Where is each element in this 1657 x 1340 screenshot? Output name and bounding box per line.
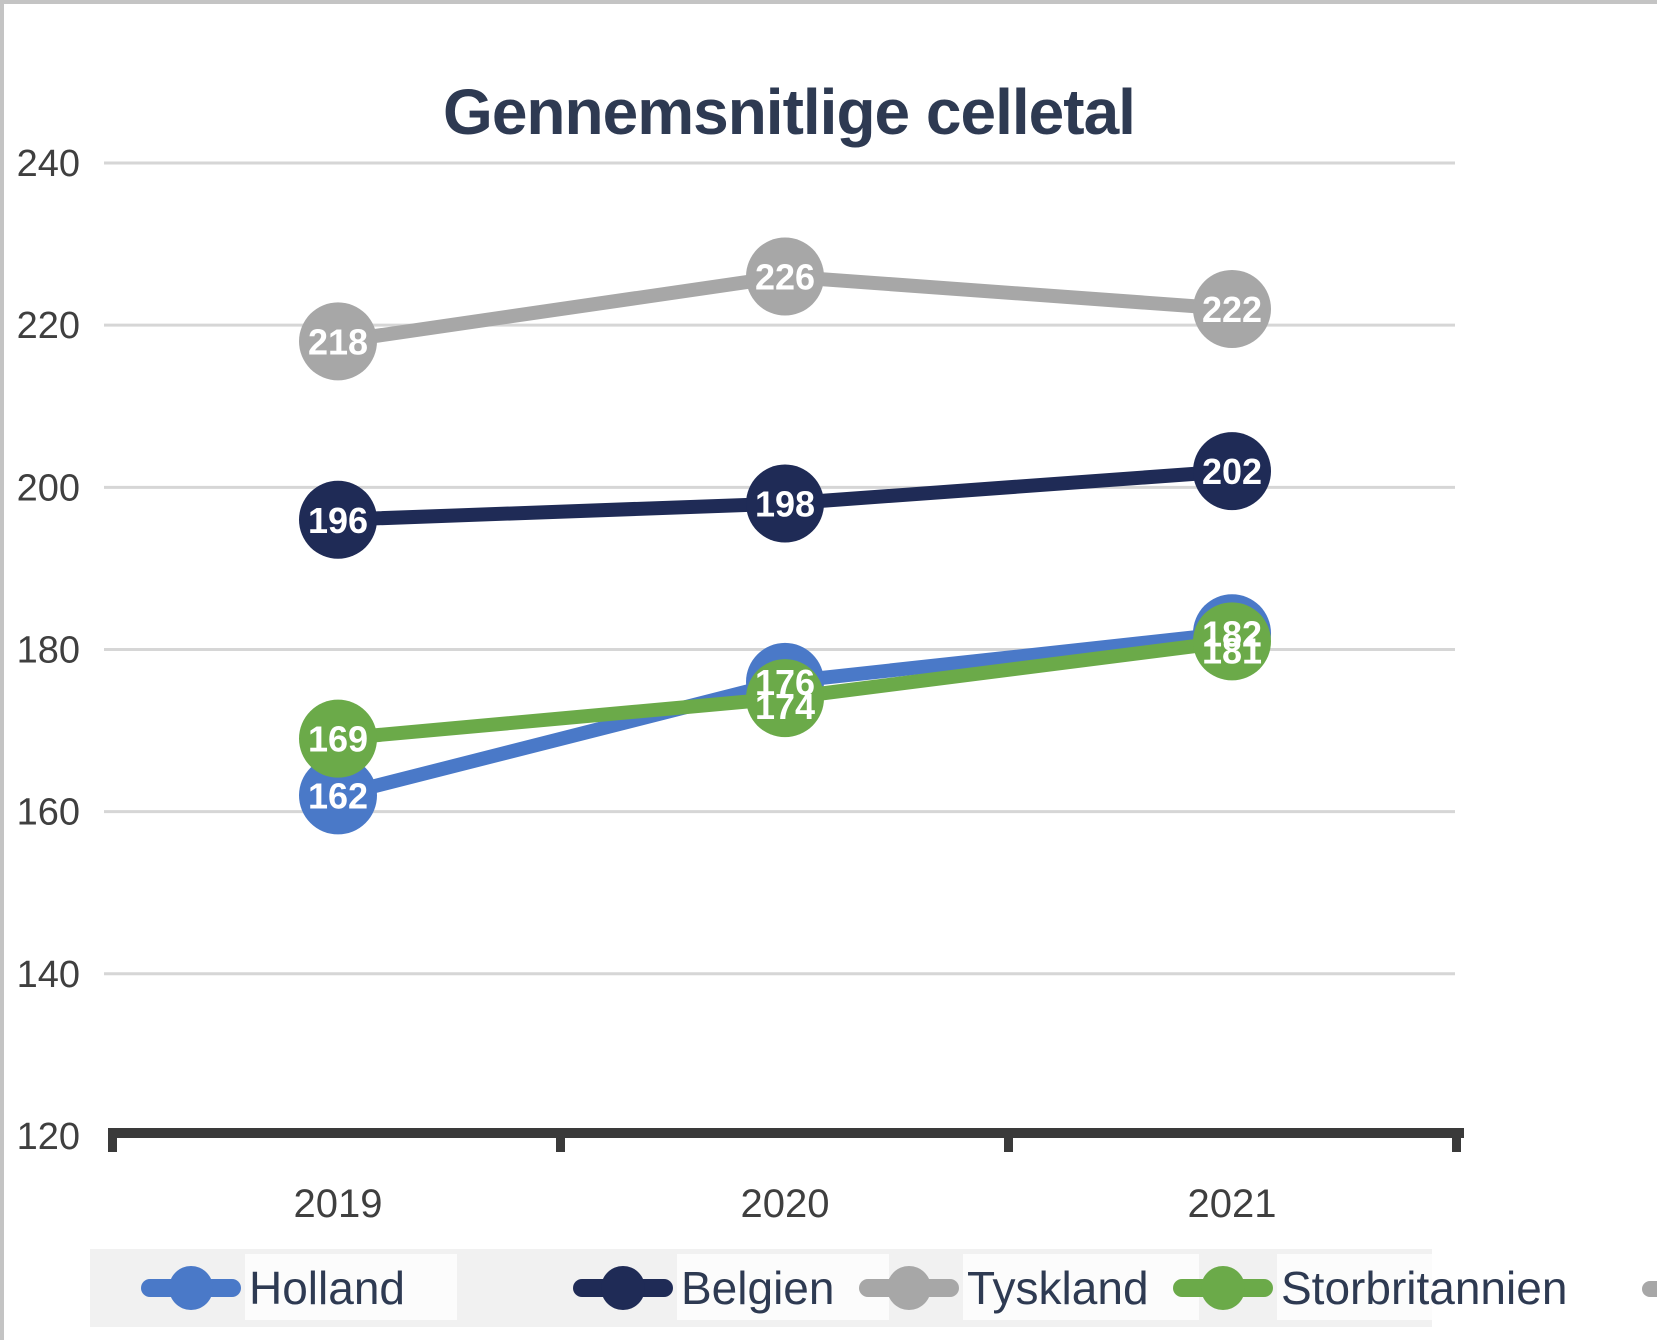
y-axis-tick-label: 120 [17,1116,80,1158]
data-label: 196 [308,500,368,541]
x-axis-line [108,1128,1464,1138]
data-point-marker [299,756,377,835]
legend-label-chip [245,1254,457,1320]
data-labels: 162 176 182 196 198 202 218 226 222 169 174 181 [308,257,1262,817]
legend-label-chip [1277,1254,1432,1320]
legend: Holland Belgien Tyskland Storbritannien [90,1249,1657,1327]
data-label: 176 [755,662,815,703]
legend-item-label: Tyskland [967,1262,1149,1314]
legend-marker-dot [887,1266,931,1310]
legend-marker-dot [601,1266,645,1310]
data-point-marker [746,237,824,316]
data-point-marker [299,699,377,778]
x-axis-tick-label: 2020 [741,1182,830,1226]
chart-title: Gennemsnitlige celletal [443,76,1135,148]
data-point-marker [1193,602,1271,681]
y-axis-tick-label: 220 [17,305,80,347]
data-label: 202 [1202,451,1262,492]
data-label: 222 [1202,289,1262,330]
legend-label-chip [963,1254,1199,1320]
x-axis-tick [108,1128,117,1152]
x-axis-labels: 2019 2020 2021 [294,1182,1277,1226]
data-label: 198 [755,484,815,525]
line-chart: 240 220 200 180 160 140 120 2019 2020 2021 162 17… [17,76,1657,1327]
data-point-marker [746,464,824,543]
data-point-marker [746,659,824,738]
legend-item-label: Holland [249,1262,405,1314]
x-axis [108,1128,1464,1152]
y-axis-labels: 240 220 200 180 160 140 120 [17,143,80,1158]
legend-marker-dot [169,1266,213,1310]
legend-marker-dot [1201,1266,1245,1310]
data-label: 162 [308,775,368,816]
data-label: 174 [755,686,815,727]
x-axis-tick-label: 2019 [294,1182,383,1226]
data-label: 181 [1202,630,1262,671]
legend-label-chip [677,1254,889,1320]
y-axis-tick-label: 180 [17,629,80,671]
legend-item-label: Storbritannien [1281,1262,1567,1314]
data-point-marker [1193,432,1271,511]
data-label: 218 [308,321,368,362]
y-axis-tick-label: 160 [17,792,80,834]
y-axis-tick-label: 240 [17,143,80,185]
cropped-legend-marker-fragment [1642,1281,1657,1297]
x-axis-tick [1452,1128,1461,1152]
series-lines-and-markers [299,237,1271,835]
legend-item-label: Belgien [681,1262,834,1314]
data-label: 226 [755,257,815,298]
y-axis-tick-label: 140 [17,954,80,996]
y-axis-tick-label: 200 [17,467,80,509]
data-label: 169 [308,719,368,760]
data-label: 182 [1202,613,1262,654]
x-axis-tick [1004,1128,1013,1152]
x-axis-tick-label: 2021 [1188,1182,1277,1226]
data-point-marker [299,302,377,381]
x-axis-tick [556,1128,565,1152]
data-point-marker [1193,269,1271,348]
data-point-marker [299,480,377,559]
